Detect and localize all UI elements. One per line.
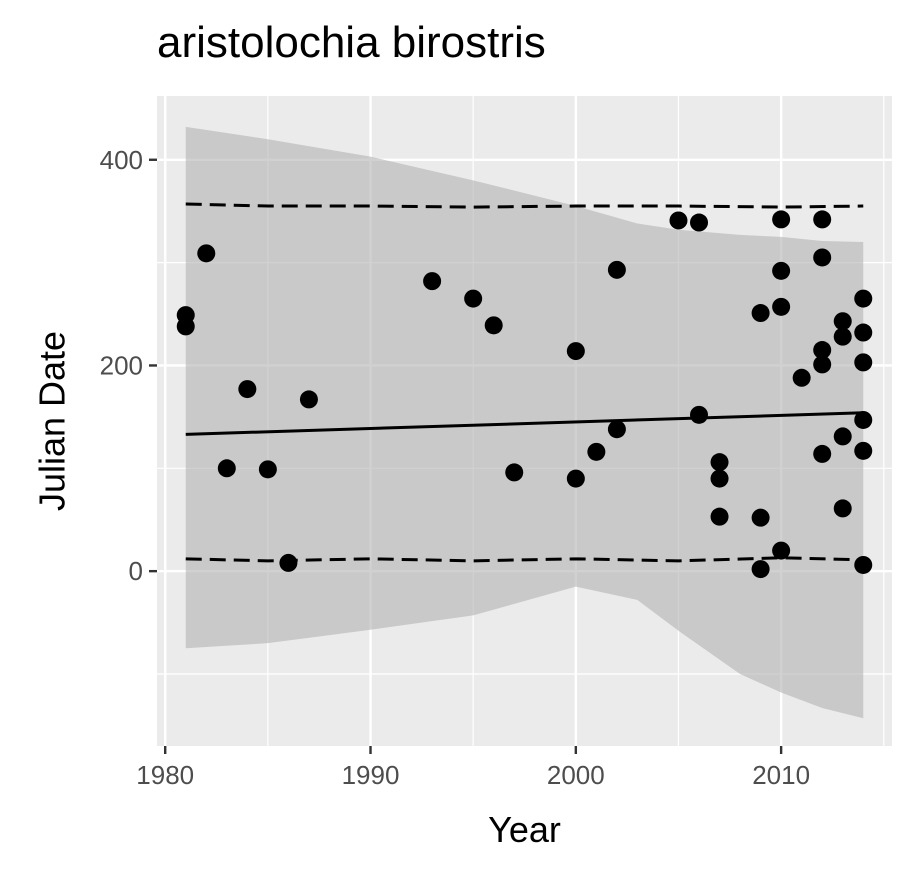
- data-point: [690, 405, 709, 424]
- data-point: [854, 323, 873, 342]
- data-point: [710, 507, 729, 526]
- data-point: [587, 442, 606, 461]
- x-tick-label: 1990: [342, 760, 400, 790]
- data-point: [464, 289, 483, 308]
- data-point: [813, 248, 832, 267]
- data-point: [813, 355, 832, 374]
- data-point: [279, 553, 298, 572]
- data-point: [607, 420, 626, 439]
- data-point: [197, 244, 216, 263]
- data-point: [854, 410, 873, 429]
- data-point: [854, 441, 873, 460]
- y-tick-label: 200: [100, 350, 143, 380]
- data-point: [833, 312, 852, 331]
- x-tick-label: 1980: [136, 760, 194, 790]
- y-tick-label: 400: [100, 145, 143, 175]
- x-axis-title: Year: [488, 809, 561, 850]
- y-tick-label: 0: [129, 556, 143, 586]
- data-point: [690, 213, 709, 232]
- axes: 1980 1990 2000 2010 0 200 400: [100, 145, 810, 790]
- prediction-interval-upper: [185, 202, 864, 209]
- data-point: [854, 289, 873, 308]
- data-point: [813, 444, 832, 463]
- data-point: [710, 469, 729, 488]
- chart-title: aristolochia birostris: [157, 18, 546, 67]
- data-point: [566, 469, 585, 488]
- data-point: [813, 210, 832, 229]
- data-point: [833, 499, 852, 518]
- data-point: [751, 508, 770, 527]
- data-point: [299, 390, 318, 409]
- data-point: [854, 353, 873, 372]
- data-point: [772, 261, 791, 280]
- data-points: [176, 210, 873, 579]
- x-tick-label: 2000: [547, 760, 605, 790]
- data-point: [607, 260, 626, 279]
- data-point: [258, 460, 277, 479]
- data-point: [792, 368, 811, 387]
- data-point: [238, 380, 257, 399]
- data-point: [833, 327, 852, 346]
- data-point: [710, 453, 729, 472]
- y-axis-title: Julian Date: [32, 331, 73, 511]
- data-point: [772, 541, 791, 560]
- data-point: [566, 342, 585, 361]
- data-point: [854, 555, 873, 574]
- data-point: [772, 210, 791, 229]
- data-point: [813, 341, 832, 360]
- data-point: [833, 427, 852, 446]
- data-point: [484, 316, 503, 335]
- regression-line: [185, 411, 864, 436]
- x-tick-label: 2010: [752, 760, 810, 790]
- data-point: [669, 211, 688, 230]
- data-point: [751, 560, 770, 579]
- data-point: [176, 317, 195, 336]
- data-point: [751, 304, 770, 323]
- data-point: [505, 463, 524, 482]
- data-point: [423, 272, 442, 291]
- data-point: [772, 297, 791, 316]
- data-point: [217, 459, 236, 478]
